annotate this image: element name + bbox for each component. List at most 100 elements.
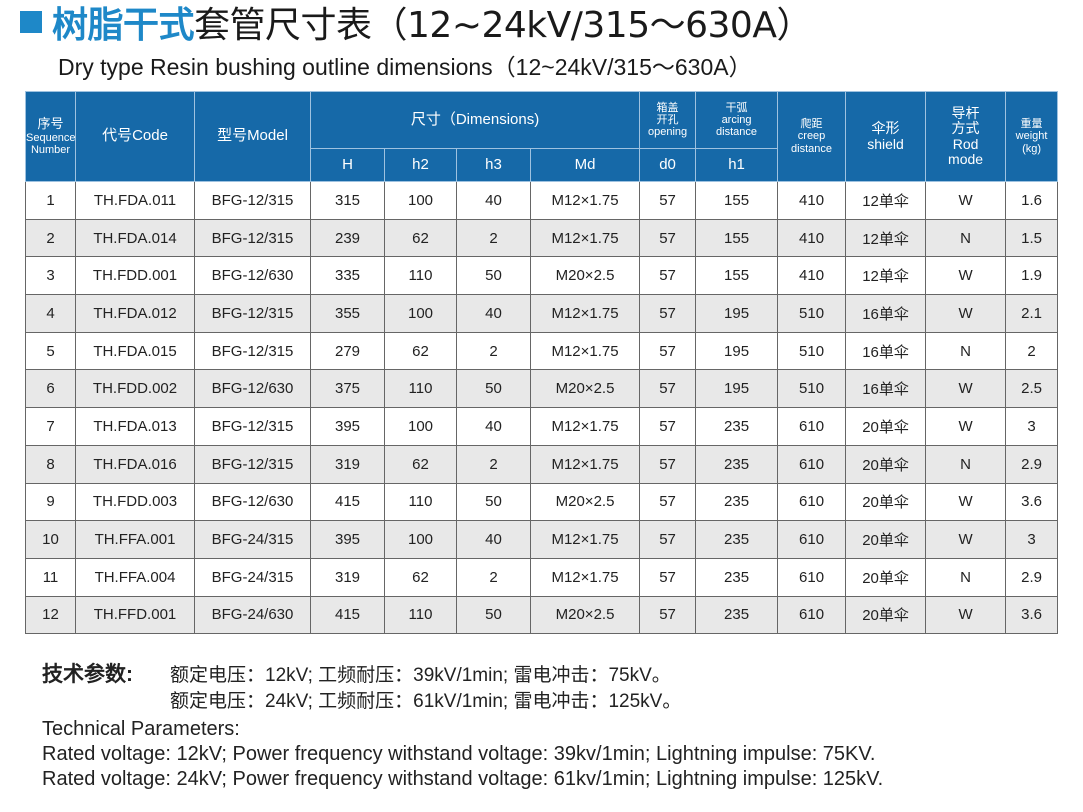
table-cell: 2 bbox=[456, 557, 531, 597]
table-cell: W bbox=[925, 595, 1007, 635]
table-cell: 62 bbox=[384, 331, 457, 371]
table-cell: 110 bbox=[384, 256, 457, 296]
table-cell: 195 bbox=[695, 369, 779, 409]
table-cell: 7 bbox=[25, 407, 76, 446]
table-cell: N bbox=[925, 557, 1007, 597]
table-cell: BFG-24/315 bbox=[194, 520, 311, 559]
table-cell: 410 bbox=[777, 218, 847, 258]
table-cell: 4 bbox=[25, 294, 76, 333]
table-cell: 50 bbox=[456, 482, 531, 522]
table-cell: 20单伞 bbox=[845, 595, 927, 635]
header-code: 代号Code bbox=[75, 91, 195, 182]
table-cell: BFG-12/315 bbox=[194, 181, 311, 220]
header-dimensions: 尺寸（Dimensions) bbox=[309, 91, 641, 149]
header-h2: h2 bbox=[384, 148, 457, 182]
table-cell: 1.6 bbox=[1005, 181, 1059, 220]
table-cell: 110 bbox=[384, 595, 457, 635]
table-cell: 195 bbox=[695, 294, 779, 333]
table-cell: 235 bbox=[695, 595, 779, 635]
table-cell: N bbox=[925, 444, 1007, 484]
table-cell: 62 bbox=[384, 444, 457, 484]
table-cell: BFG-12/315 bbox=[194, 218, 311, 258]
table-cell: 11 bbox=[25, 557, 76, 597]
table-cell: 16单伞 bbox=[845, 369, 927, 409]
header-seq: 序号 Sequence Number bbox=[25, 91, 76, 182]
table-cell: 50 bbox=[456, 369, 531, 409]
table-cell: 57 bbox=[639, 407, 697, 446]
table-cell: TH.FDA.014 bbox=[75, 218, 195, 258]
technical-notes-cn: 技术参数: 额定电压：12kV; 工频耐压：39kV/1min; 雷电冲击：75k… bbox=[42, 662, 681, 715]
table-cell: TH.FDA.016 bbox=[75, 444, 195, 484]
table-cell: 50 bbox=[456, 256, 531, 296]
table-cell: 510 bbox=[777, 294, 847, 333]
table-cell: 40 bbox=[456, 407, 531, 446]
table-cell: 5 bbox=[25, 331, 76, 371]
table-cell: 239 bbox=[310, 218, 385, 258]
header-opening: 箱盖 开孔 opening bbox=[639, 91, 697, 149]
table-cell: 610 bbox=[777, 595, 847, 635]
table-cell: 235 bbox=[695, 557, 779, 597]
table-row: 8 TH.FDA.016 BFG-12/315 319 62 2 M12×1.75 57 235… bbox=[25, 444, 1059, 484]
table-cell: TH.FFA.004 bbox=[75, 557, 195, 597]
table-cell: M20×2.5 bbox=[529, 369, 641, 409]
table-cell: 57 bbox=[639, 520, 697, 559]
table-cell: 57 bbox=[639, 369, 697, 409]
table-cell: BFG-12/315 bbox=[194, 444, 311, 484]
table-cell: BFG-12/315 bbox=[194, 331, 311, 371]
table-cell: 12单伞 bbox=[845, 256, 927, 296]
table-cell: 62 bbox=[384, 218, 457, 258]
table-cell: BFG-12/315 bbox=[194, 407, 311, 446]
table-cell: 2.9 bbox=[1005, 444, 1059, 484]
table-cell: W bbox=[925, 256, 1007, 296]
table-cell: N bbox=[925, 331, 1007, 371]
notes-cn-label: 技术参数: bbox=[42, 663, 133, 686]
table-cell: 9 bbox=[25, 482, 76, 522]
table-cell: 2 bbox=[456, 444, 531, 484]
table-cell: TH.FFD.001 bbox=[75, 595, 195, 635]
table-row: 7 TH.FDA.013 BFG-12/315 395 100 40 M12×1.75 57 2… bbox=[25, 407, 1059, 446]
table-cell: 110 bbox=[384, 482, 457, 522]
table-cell: 235 bbox=[695, 482, 779, 522]
table-cell: 415 bbox=[310, 595, 385, 635]
table-cell: 235 bbox=[695, 520, 779, 559]
table-cell: 2 bbox=[1005, 331, 1059, 371]
table-cell: M12×1.75 bbox=[529, 557, 641, 597]
table-cell: 100 bbox=[384, 181, 457, 220]
table-cell: M12×1.75 bbox=[529, 294, 641, 333]
page-title: 树脂干式套管尺寸表（12~24kV/315～630A） bbox=[20, 4, 812, 48]
header-h1: h1 bbox=[695, 148, 779, 182]
table-row: 9 TH.FDD.003 BFG-12/630 415 110 50 M20×2.5 57 23… bbox=[25, 482, 1059, 522]
table-cell: 6 bbox=[25, 369, 76, 409]
table-cell: TH.FFA.001 bbox=[75, 520, 195, 559]
table-cell: BFG-12/630 bbox=[194, 256, 311, 296]
table-cell: M12×1.75 bbox=[529, 218, 641, 258]
table-cell: 20单伞 bbox=[845, 557, 927, 597]
table-cell: M12×1.75 bbox=[529, 520, 641, 559]
dimensions-table: 序号 Sequence Number 代号Code 型号Model 尺寸（Dimen… bbox=[25, 91, 1059, 635]
page-subtitle: Dry type Resin bushing outline dimension… bbox=[58, 54, 752, 80]
table-cell: TH.FDA.012 bbox=[75, 294, 195, 333]
table-cell: 279 bbox=[310, 331, 385, 371]
table-cell: 57 bbox=[639, 218, 697, 258]
table-cell: 395 bbox=[310, 520, 385, 559]
table-cell: 410 bbox=[777, 256, 847, 296]
title-highlight: 树脂干式 bbox=[52, 5, 195, 46]
table-cell: W bbox=[925, 407, 1007, 446]
table-row: 2 TH.FDA.014 BFG-12/315 239 62 2 M12×1.75 57 155… bbox=[25, 218, 1059, 258]
table-cell: M12×1.75 bbox=[529, 444, 641, 484]
table-cell: 50 bbox=[456, 595, 531, 635]
technical-notes-en: Technical Parameters: Rated voltage: 12k… bbox=[42, 717, 883, 792]
header-d0: d0 bbox=[639, 148, 697, 182]
notes-cn-line1: 额定电压：12kV; 工频耐压：39kV/1min; 雷电冲击：75kV。 bbox=[170, 665, 671, 686]
header-shield: 伞形 shield bbox=[845, 91, 927, 182]
table-cell: 510 bbox=[777, 331, 847, 371]
table-cell: 319 bbox=[310, 444, 385, 484]
table-cell: 57 bbox=[639, 595, 697, 635]
table-cell: M12×1.75 bbox=[529, 407, 641, 446]
table-cell: 40 bbox=[456, 294, 531, 333]
header-h3: h3 bbox=[456, 148, 531, 182]
table-cell: BFG-24/315 bbox=[194, 557, 311, 597]
table-cell: TH.FDD.003 bbox=[75, 482, 195, 522]
table-cell: 610 bbox=[777, 557, 847, 597]
table-cell: 610 bbox=[777, 407, 847, 446]
